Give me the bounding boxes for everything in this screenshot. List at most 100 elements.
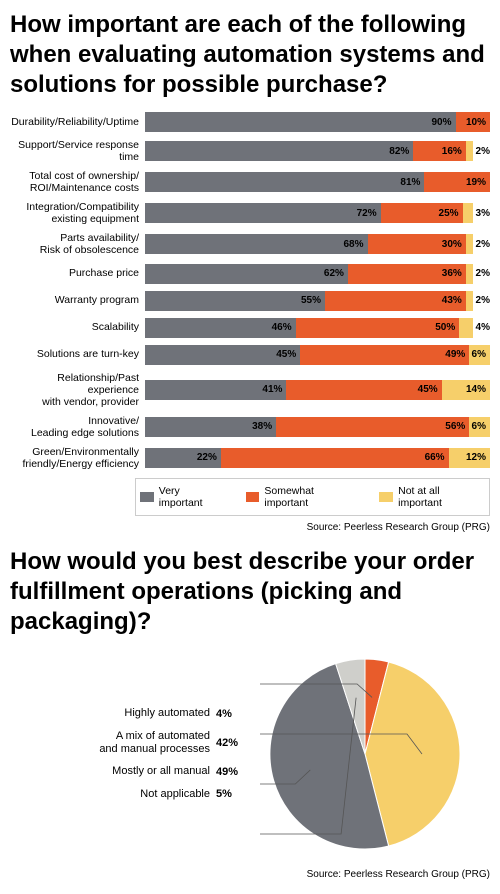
pie-label-text: Not applicable [140,788,210,801]
bar-track: 22%66%12% [145,448,490,468]
chart1-title: How important are each of the following … [10,10,490,100]
bar-track: 62%36%2% [145,264,490,284]
bar-segment: 6% [469,417,490,437]
bar-segment [463,203,473,223]
pie-label-value: 49% [216,766,250,778]
bar-segment: 82% [145,141,413,161]
bar-label: Total cost of ownership/ROI/Maintenance … [10,170,145,194]
pie-labels: Highly automated 4% A mix of automatedand … [10,697,250,810]
legend-label: Somewhat important [264,485,359,509]
bar-segment: 19% [424,172,490,192]
bar-row: Relationship/Past experiencewith vendor,… [10,372,490,408]
bar-label: Scalability [10,321,145,333]
bar-segment: 90% [145,112,456,132]
bar-track: 38%56%6% [145,417,490,437]
bar-row: Purchase price62%36%2% [10,264,490,284]
bar-segment-outside-label: 4% [473,318,490,338]
bar-segment: 68% [145,234,368,254]
bar-label: Parts availability/Risk of obsolescence [10,232,145,256]
bar-row: Integration/Compatibilityexisting equipm… [10,201,490,225]
bar-segment: 66% [221,448,449,468]
bar-segment: 50% [296,318,460,338]
bar-label: Warranty program [10,294,145,306]
bar-track: 45%49%6% [145,345,490,365]
bar-segment-outside-label: 2% [473,291,490,311]
bar-track: 55%43% 2% [145,291,490,311]
bar-segment [466,234,473,254]
bar-row: Scalability46%50% 4% [10,318,490,338]
legend-label: Very important [159,485,226,509]
bar-segment: 6% [469,345,490,365]
legend-swatch [379,492,393,502]
legend-item: Somewhat important [246,485,360,509]
bar-label: Green/Environmentallyfriendly/Energy eff… [10,446,145,470]
bar-row: Innovative/Leading edge solutions38%56%6… [10,415,490,439]
pie-label-value: 4% [216,708,250,720]
chart1-legend: Very important Somewhat important Not at a… [135,478,490,516]
bar-label: Durability/Reliability/Uptime [10,116,145,128]
bar-row: Total cost of ownership/ROI/Maintenance … [10,170,490,194]
bar-label: Support/Service response time [10,139,145,163]
bar-track: 72%25% 3% [145,203,490,223]
pie-label-row: Highly automated 4% [10,707,250,720]
bar-segment: 36% [348,264,466,284]
bar-label: Relationship/Past experiencewith vendor,… [10,372,145,408]
bar-row: Support/Service response time82%16% 2% [10,139,490,163]
legend-item: Very important [140,485,226,509]
pie-label-value: 5% [216,788,250,800]
bar-track: 81%19% [145,172,490,192]
pie-label-text: A mix of automatedand manual processes [99,730,210,755]
bar-segment-outside-label: 2% [473,234,490,254]
bar-segment: 22% [145,448,221,468]
bar-segment: 41% [145,380,286,400]
bar-segment: 49% [300,345,469,365]
bar-row: Warranty program55%43% 2% [10,291,490,311]
chart2-source: Source: Peerless Research Group (PRG) [10,869,490,880]
bar-label: Solutions are turn-key [10,348,145,360]
bar-label: Innovative/Leading edge solutions [10,415,145,439]
bar-segment: 38% [145,417,276,437]
chart2-title: How would you best describe your order f… [10,547,490,637]
legend-label: Not at all important [398,485,485,509]
pie-label-text: Highly automated [124,707,210,720]
bar-row: Parts availability/Risk of obsolescence6… [10,232,490,256]
bar-segment [466,291,473,311]
bar-segment-outside-label: 3% [473,203,490,223]
bar-segment: 43% [325,291,466,311]
bar-segment: 45% [145,345,300,365]
chart1-source: Source: Peerless Research Group (PRG) [10,522,490,533]
bar-segment: 55% [145,291,325,311]
pie-label-text: Mostly or all manual [112,765,210,778]
bar-row: Solutions are turn-key45%49%6% [10,345,490,365]
bar-label: Purchase price [10,267,145,279]
legend-swatch [246,492,260,502]
bar-segment: 81% [145,172,424,192]
chart1-bars: Durability/Reliability/Uptime90%10%Suppo… [10,112,490,470]
bar-segment: 30% [368,234,466,254]
bar-track: 82%16% 2% [145,141,490,161]
bar-segment [459,318,472,338]
bar-track: 90%10% [145,112,490,132]
pie-chart [260,649,490,859]
bar-segment: 56% [276,417,469,437]
bar-segment: 16% [413,141,466,161]
bar-segment [466,141,473,161]
bar-label: Integration/Compatibilityexisting equipm… [10,201,145,225]
bar-segment [466,264,473,284]
bar-track: 46%50% 4% [145,318,490,338]
pie-label-value: 42% [216,737,250,749]
bar-row: Green/Environmentallyfriendly/Energy eff… [10,446,490,470]
bar-track: 41%45%14% [145,380,490,400]
bar-segment: 45% [286,380,441,400]
bar-track: 68%30% 2% [145,234,490,254]
legend-swatch [140,492,154,502]
bar-segment: 46% [145,318,296,338]
bar-segment-outside-label: 2% [473,141,490,161]
bar-segment: 72% [145,203,381,223]
bar-segment: 10% [456,112,491,132]
pie-label-row: Not applicable 5% [10,788,250,801]
pie-label-row: A mix of automatedand manual processes 42… [10,730,250,755]
pie-label-row: Mostly or all manual 49% [10,765,250,778]
legend-item: Not at all important [379,485,485,509]
bar-segment: 25% [381,203,463,223]
